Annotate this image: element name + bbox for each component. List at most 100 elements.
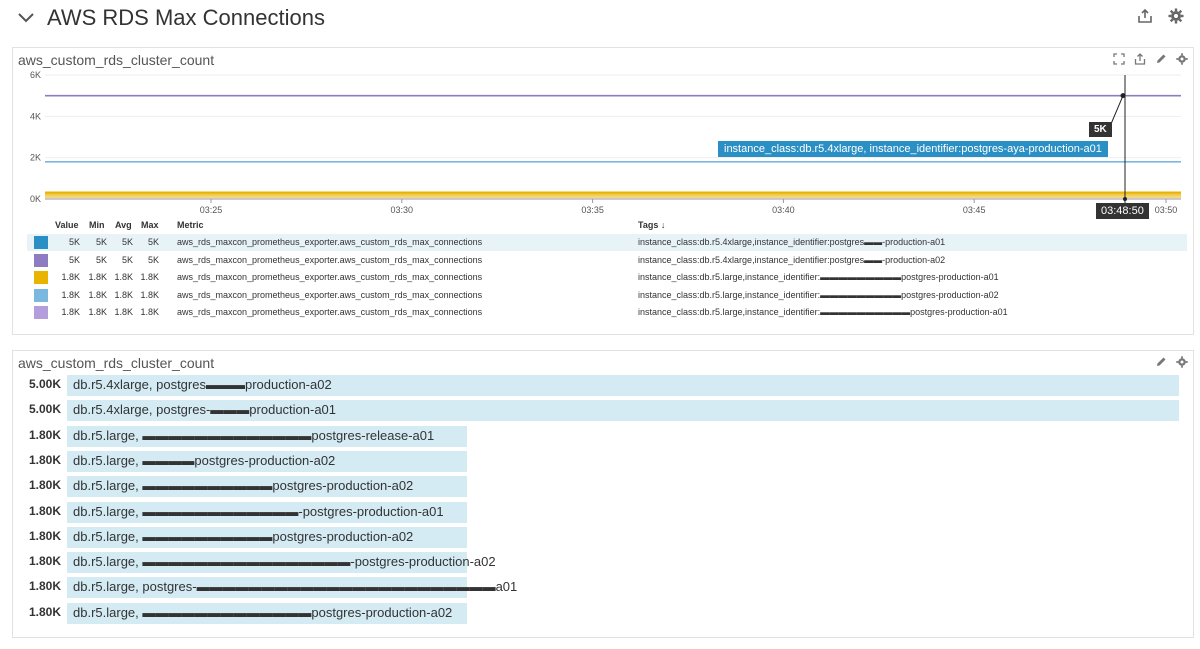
gear-icon[interactable] <box>1176 356 1188 368</box>
legend-swatch <box>34 253 48 267</box>
toplist-row[interactable]: 1.80K db.r5.large, ▬▬▬▬▬▬▬▬▬▬▬▬▬postgres-… <box>13 425 1193 447</box>
legend-metric: aws_rds_maxcon_prometheus_exporter.aws_c… <box>177 272 483 283</box>
toplist-value: 1.80K <box>28 427 61 442</box>
toplist-label: db.r5.4xlarge, postgres-▬▬▬production-a0… <box>73 402 337 418</box>
fullscreen-icon[interactable] <box>1113 53 1125 65</box>
legend-tags: instance_class:db.r5.large,instance_iden… <box>638 272 999 283</box>
legend-header-metric[interactable]: Metric <box>177 220 204 230</box>
legend-header-min[interactable]: Min <box>89 220 105 230</box>
y-tick-label: 2K <box>30 153 41 163</box>
toplist-row[interactable]: 1.80K db.r5.large, ▬▬▬▬▬▬▬▬▬▬▬▬▬▬▬▬-postg… <box>13 552 1193 574</box>
toplist-bar <box>67 602 467 624</box>
toplist-row[interactable]: 5.00K db.r5.4xlarge, postgres▬▬▬productio… <box>13 375 1193 396</box>
toplist-value: 1.80K <box>28 604 61 619</box>
legend-min: 5K <box>95 237 107 247</box>
timeseries-panel: aws_custom_rds_cluster_count 0K 2K 4K 6K 03… <box>12 47 1194 335</box>
toplist-row[interactable]: 5.00K db.r5.4xlarge, postgres-▬▬▬producti… <box>13 400 1193 422</box>
hover-value-badge: 5K <box>1089 122 1112 137</box>
toplist-value: 1.80K <box>28 452 61 467</box>
x-tick-label: 03:50 <box>1155 205 1178 215</box>
legend-min: 1.8K <box>88 289 107 300</box>
legend-metric: aws_rds_maxcon_prometheus_exporter.aws_c… <box>177 254 483 265</box>
y-tick-label: 6K <box>30 70 41 80</box>
x-tick-label: 03:35 <box>581 205 604 215</box>
legend-avg: 1.8K <box>114 307 133 318</box>
legend-row[interactable]: 5K 5K 5K 5K aws_rds_maxcon_prometheus_export… <box>27 234 1187 251</box>
legend-header-tags[interactable]: Tags ↓ <box>638 220 666 230</box>
hover-axis-point <box>1123 197 1127 201</box>
toplist-row[interactable]: 1.80K db.r5.large, ▬▬▬▬▬▬▬▬▬▬▬▬-postgres-… <box>13 501 1193 523</box>
toplist-row[interactable]: 1.80K db.r5.large, ▬▬▬▬▬▬▬▬▬▬postgres-pro… <box>13 526 1193 548</box>
toplist-value: 1.80K <box>28 503 61 518</box>
legend-tags: instance_class:db.r5.4xlarge,instance_id… <box>638 254 946 265</box>
toplist-label: db.r5.large, ▬▬▬▬▬▬▬▬▬▬▬▬-postgres-produ… <box>73 503 444 519</box>
legend-value: 5K <box>68 254 80 265</box>
x-tick-label: 03:30 <box>391 205 414 215</box>
toplist-bar <box>67 526 467 548</box>
toplist-value: 1.80K <box>28 478 61 493</box>
toplist-bar <box>67 501 467 523</box>
legend-max: 1.8K <box>140 307 159 318</box>
toplist-value: 1.80K <box>28 554 61 569</box>
pencil-icon[interactable] <box>1155 356 1167 368</box>
legend-row[interactable]: 5K 5K 5K 5K aws_rds_maxcon_prometheus_export… <box>27 252 1187 269</box>
line-chart[interactable]: 0K 2K 4K 6K 03:25 03:30 03:35 03:40 03:45 03:50 <box>13 48 1193 218</box>
hover-time-badge: 03:48:50 <box>1096 203 1149 219</box>
toplist-value: 5.00K <box>28 402 61 417</box>
pencil-icon[interactable] <box>1155 53 1167 65</box>
hover-leader-line <box>1110 95 1124 125</box>
x-tick-label: 03:40 <box>772 205 795 215</box>
gear-icon[interactable] <box>1176 53 1188 65</box>
legend-swatch <box>34 306 48 320</box>
toplist-bar <box>67 425 467 447</box>
legend-min: 5K <box>95 254 107 265</box>
toplist-row[interactable]: 1.80K db.r5.large, ▬▬▬▬postgres-productio… <box>13 450 1193 472</box>
toplist-label: db.r5.large, ▬▬▬▬▬▬▬▬▬▬▬▬▬postgres-produ… <box>73 604 453 620</box>
toplist-label: db.r5.large, ▬▬▬▬▬▬▬▬▬▬▬▬▬postgres-relea… <box>73 427 435 443</box>
legend-value: 1.8K <box>61 307 80 318</box>
toplist-value: 1.80K <box>28 579 61 594</box>
toplist-bar <box>67 577 467 599</box>
toplist-row[interactable]: 1.80K db.r5.large, postgres-▬▬▬▬▬▬▬▬▬▬▬▬▬… <box>13 577 1193 599</box>
y-tick-label: 0K <box>30 194 41 204</box>
toplist-row[interactable]: 1.80K db.r5.large, ▬▬▬▬▬▬▬▬▬▬▬▬▬postgres-… <box>13 602 1193 624</box>
legend-header-max[interactable]: Max <box>141 220 159 230</box>
legend-row[interactable]: 1.8K 1.8K 1.8K 1.8K aws_rds_maxcon_prometheu… <box>27 269 1187 286</box>
toplist-bar <box>67 400 1179 422</box>
toplist-label: db.r5.large, ▬▬▬▬▬▬▬▬▬▬▬▬▬▬▬▬-postgres-p… <box>73 554 496 570</box>
legend-metric: aws_rds_maxcon_prometheus_exporter.aws_c… <box>177 237 483 247</box>
toplist-value: 5.00K <box>28 377 61 391</box>
share-icon[interactable] <box>1137 8 1153 24</box>
toplist-label: db.r5.large, postgres-▬▬▬▬▬▬▬▬▬▬▬▬▬▬▬▬▬▬… <box>73 579 518 595</box>
legend-max: 5K <box>147 237 159 247</box>
legend-avg: 5K <box>121 254 133 265</box>
legend-metric: aws_rds_maxcon_prometheus_exporter.aws_c… <box>177 307 483 318</box>
legend-header-avg[interactable]: Avg <box>115 220 132 230</box>
legend-max: 1.8K <box>140 289 159 300</box>
legend-header-value[interactable]: Value <box>55 220 79 230</box>
toplist-bar <box>67 375 1179 396</box>
panel-title: aws_custom_rds_cluster_count <box>18 52 215 68</box>
legend-row[interactable]: 1.8K 1.8K 1.8K 1.8K aws_rds_maxcon_prometheu… <box>27 287 1187 304</box>
legend-max: 1.8K <box>140 272 159 283</box>
legend-tags: instance_class:db.r5.large,instance_iden… <box>638 289 999 300</box>
toplist-bar <box>67 552 467 574</box>
legend-avg: 1.8K <box>114 272 133 283</box>
toplist-row[interactable]: 1.80K db.r5.large, ▬▬▬▬▬▬▬▬▬▬postgres-pro… <box>13 476 1193 498</box>
legend-min: 1.8K <box>88 272 107 283</box>
toplist-label: db.r5.large, ▬▬▬▬postgres-production-a02 <box>73 452 336 468</box>
share-icon[interactable] <box>1134 53 1146 65</box>
legend-value: 5K <box>68 237 80 247</box>
legend-avg: 1.8K <box>114 289 133 300</box>
toplist-label: db.r5.4xlarge, postgres▬▬▬production-a02 <box>73 377 332 392</box>
chevron-down-icon[interactable] <box>16 8 36 28</box>
legend-row[interactable]: 1.8K 1.8K 1.8K 1.8K aws_rds_maxcon_prometheu… <box>27 304 1187 321</box>
page-title: AWS RDS Max Connections <box>47 5 325 30</box>
gear-icon[interactable] <box>1168 8 1184 24</box>
legend-tags: instance_class:db.r5.large,instance_iden… <box>638 307 1008 318</box>
legend-swatch <box>34 236 48 249</box>
legend-header: Value Min Avg Max Metric Tags ↓ <box>27 220 1187 232</box>
legend-max: 5K <box>147 254 159 265</box>
legend-min: 1.8K <box>88 307 107 318</box>
y-tick-label: 4K <box>30 111 41 121</box>
